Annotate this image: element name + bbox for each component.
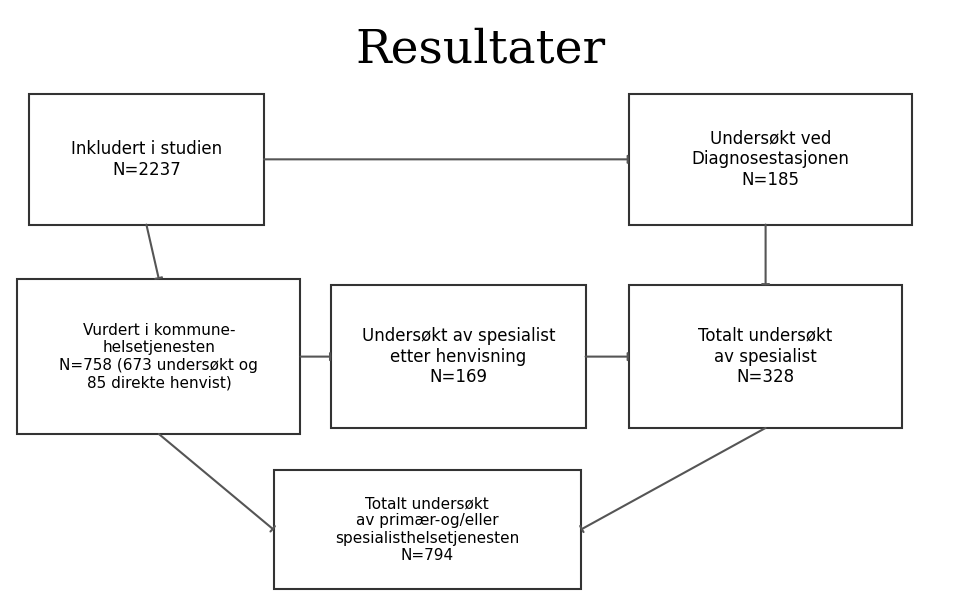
FancyBboxPatch shape: [29, 94, 264, 225]
FancyBboxPatch shape: [629, 285, 902, 428]
FancyBboxPatch shape: [274, 470, 581, 589]
Text: Inkludert i studien
N=2237: Inkludert i studien N=2237: [71, 140, 222, 178]
Text: Totalt undersøkt
av primær-og/eller
spesialisthelsetjenesten
N=794: Totalt undersøkt av primær-og/eller spes…: [335, 496, 519, 563]
FancyBboxPatch shape: [17, 279, 300, 434]
FancyBboxPatch shape: [331, 285, 586, 428]
FancyBboxPatch shape: [629, 94, 912, 225]
Text: Undersøkt ved
Diagnosestasjonen
N=185: Undersøkt ved Diagnosestasjonen N=185: [691, 129, 850, 189]
Text: Vurdert i kommune-
helsetjenesten
N=758 (673 undersøkt og
85 direkte henvist): Vurdert i kommune- helsetjenesten N=758 …: [60, 323, 258, 390]
Text: Resultater: Resultater: [355, 27, 605, 73]
Text: Undersøkt av spesialist
etter henvisning
N=169: Undersøkt av spesialist etter henvisning…: [362, 327, 555, 387]
Text: Totalt undersøkt
av spesialist
N=328: Totalt undersøkt av spesialist N=328: [699, 327, 832, 387]
